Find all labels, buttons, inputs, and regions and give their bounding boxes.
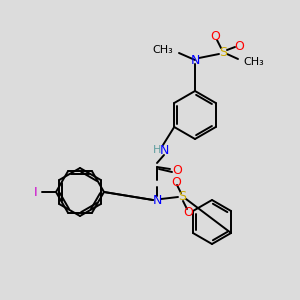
Text: CH₃: CH₃ bbox=[152, 45, 173, 55]
Text: O: O bbox=[234, 40, 244, 52]
Text: CH₃: CH₃ bbox=[243, 57, 264, 67]
Text: O: O bbox=[210, 29, 220, 43]
Text: O: O bbox=[183, 206, 193, 218]
Text: I: I bbox=[34, 185, 38, 199]
Text: N: N bbox=[152, 194, 162, 206]
Text: S: S bbox=[178, 190, 186, 203]
Text: O: O bbox=[172, 164, 182, 178]
Text: O: O bbox=[171, 176, 181, 188]
Text: N: N bbox=[190, 53, 200, 67]
Text: N: N bbox=[159, 145, 169, 158]
Text: H: H bbox=[153, 145, 161, 155]
Text: S: S bbox=[219, 46, 227, 59]
